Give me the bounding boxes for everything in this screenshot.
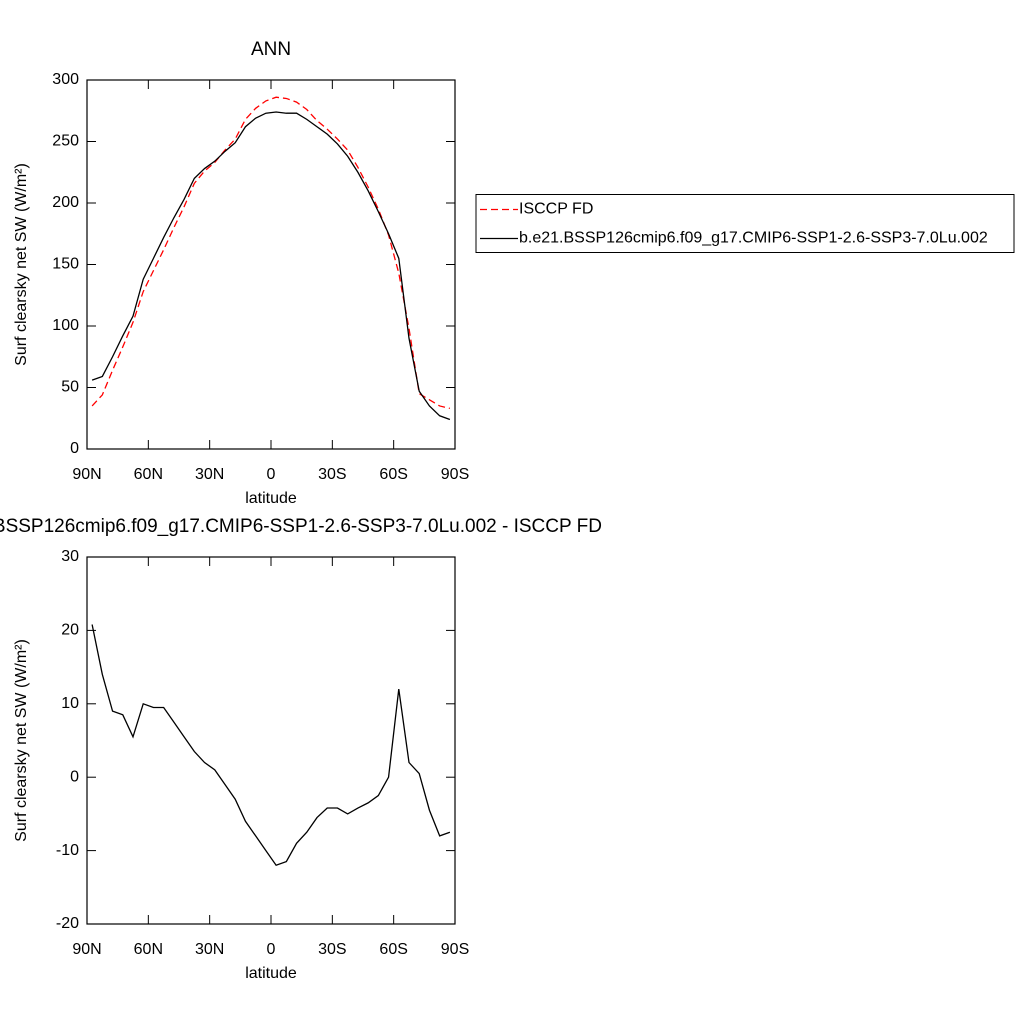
legend-label: ISCCP FD: [519, 201, 593, 218]
x-tick-label: 30N: [195, 941, 224, 958]
x-axis-label: latitude: [245, 965, 297, 982]
y-tick-label: 100: [52, 317, 79, 334]
x-tick-label: 60S: [379, 466, 407, 483]
x-tick-label: 60N: [134, 466, 163, 483]
y-tick-label: 0: [70, 768, 79, 785]
y-tick-label: 20: [61, 622, 79, 639]
x-tick-label: 90N: [72, 466, 101, 483]
y-tick-label: 250: [52, 133, 79, 150]
y-tick-label: 300: [52, 71, 79, 88]
chart-title: b.e21.BSSP126cmip6.f09_g17.CMIP6-SSP1-2.…: [0, 516, 602, 537]
legend-label: b.e21.BSSP126cmip6.f09_g17.CMIP6-SSP1-2.…: [519, 230, 988, 247]
y-axis-label: Surf clearsky net SW (W/m²): [13, 639, 30, 842]
chart-title: ANN: [251, 39, 291, 60]
x-tick-label: 60N: [134, 941, 163, 958]
series-line: [91, 96, 451, 410]
x-tick-label: 90N: [72, 941, 101, 958]
y-tick-label: 200: [52, 194, 79, 211]
y-tick-label: 150: [52, 256, 79, 273]
x-tick-label: 0: [267, 466, 276, 483]
y-tick-label: -20: [56, 915, 79, 932]
series-line: [91, 111, 451, 421]
x-tick-label: 30S: [318, 466, 346, 483]
y-tick-label: 30: [61, 548, 79, 565]
y-axis-label: Surf clearsky net SW (W/m²): [13, 163, 30, 366]
legend-box: [475, 194, 1015, 253]
y-tick-label: 10: [61, 695, 79, 712]
x-tick-label: 0: [267, 941, 276, 958]
x-tick-label: 30S: [318, 941, 346, 958]
y-tick-label: 50: [61, 379, 79, 396]
y-tick-label: 0: [70, 440, 79, 457]
x-tick-label: 30N: [195, 466, 224, 483]
x-tick-label: 60S: [379, 941, 407, 958]
x-axis-label: latitude: [245, 490, 297, 507]
legend: ISCCP FD b.e21.BSSP126cmip6.f09_g17.CMIP6…: [475, 194, 1015, 253]
x-tick-label: 90S: [441, 941, 469, 958]
x-tick-label: 90S: [441, 466, 469, 483]
y-tick-label: -10: [56, 842, 79, 859]
plot-frame: [86, 556, 456, 925]
series-line: [91, 624, 451, 867]
